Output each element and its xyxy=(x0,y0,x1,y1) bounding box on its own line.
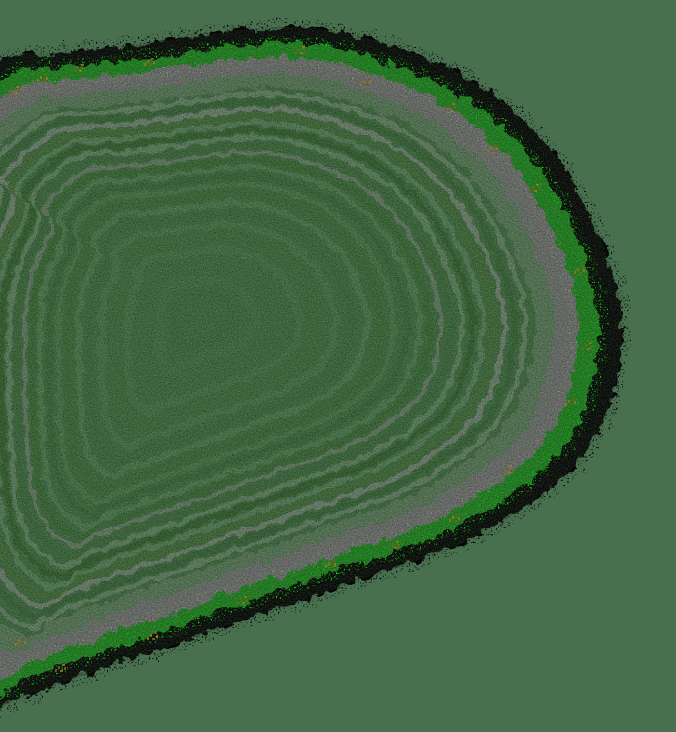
tree-ring-cross-section xyxy=(0,18,631,721)
scene-svg xyxy=(0,18,631,721)
